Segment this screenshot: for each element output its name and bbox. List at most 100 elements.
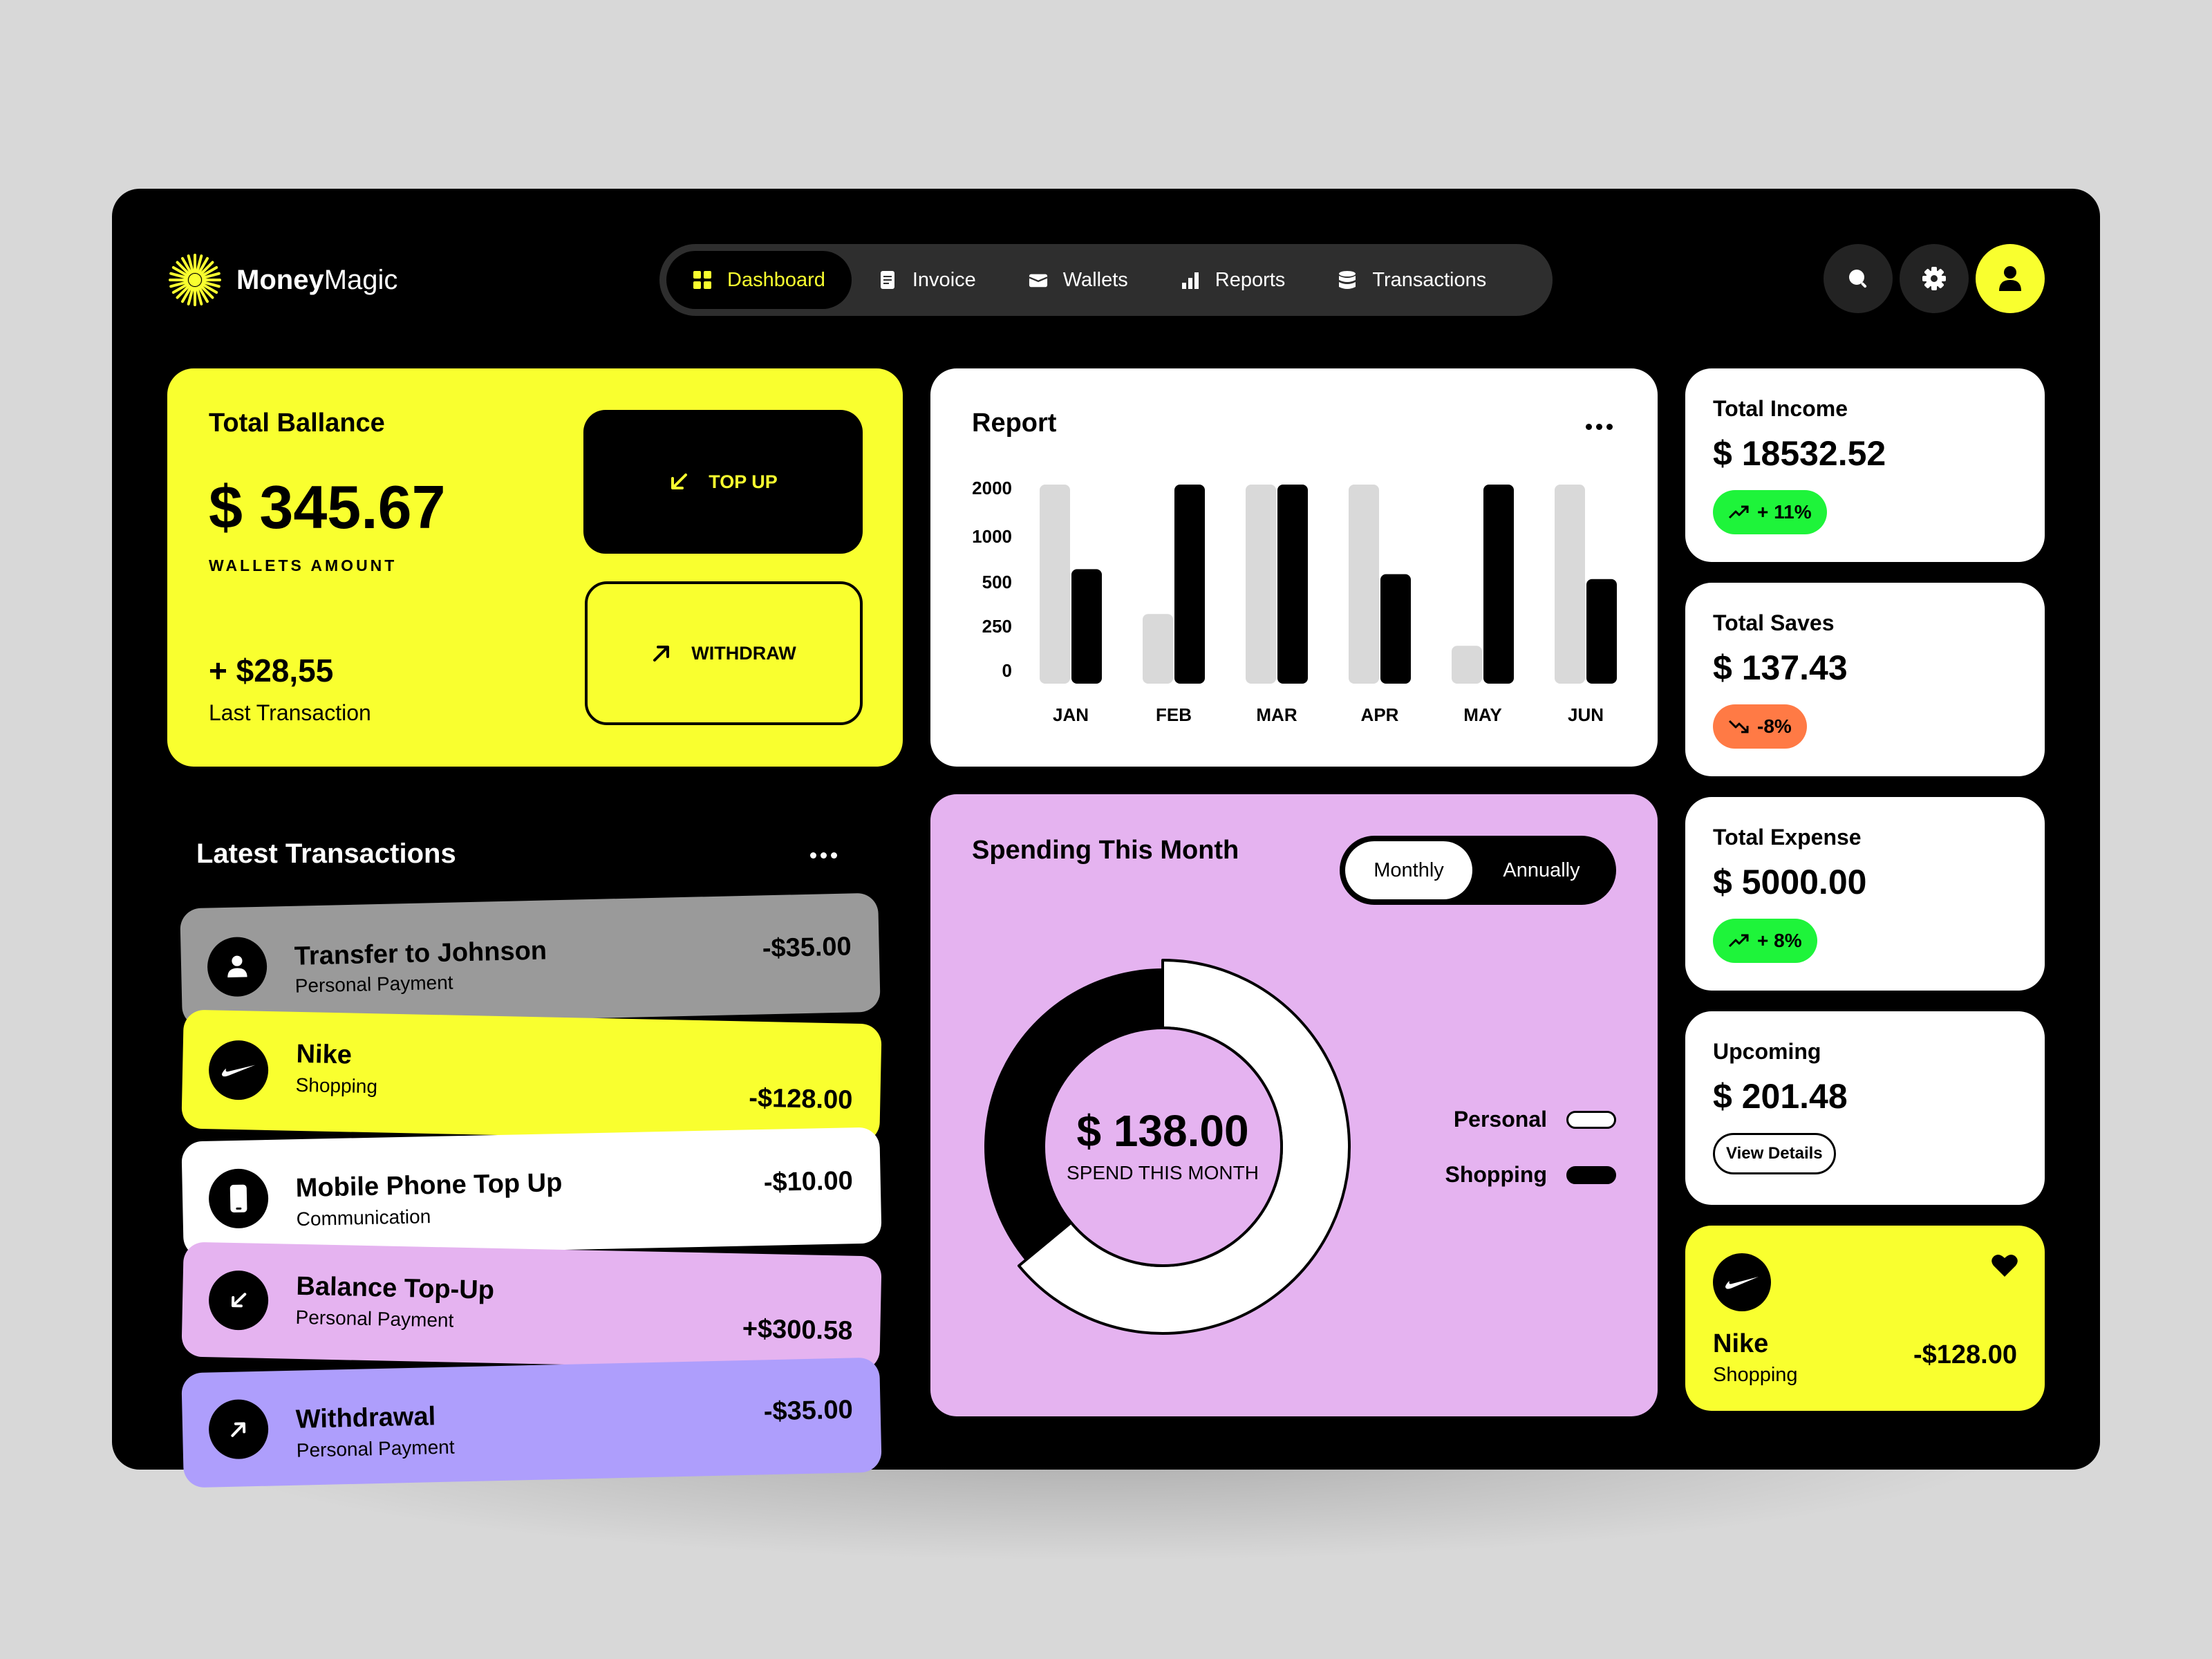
- button-label: TOP UP: [709, 471, 778, 492]
- tab-wallets[interactable]: Wallets: [1002, 251, 1154, 309]
- transaction-item-balance-top-up[interactable]: Balance Top-Up Personal Payment +$300.58: [181, 1241, 882, 1371]
- total-balance-card: Total Ballance $ 345.67 WALLETS AMOUNT +…: [167, 368, 903, 767]
- total-income-card[interactable]: Total Income $ 18532.52 + 11%: [1685, 368, 2045, 562]
- bar-jun-series-2: [1586, 579, 1617, 684]
- tab-label: Transactions: [1372, 268, 1487, 291]
- stat-value: $ 201.48: [1713, 1077, 1848, 1116]
- transaction-amount: -$128.00: [748, 1083, 853, 1115]
- total-expense-card[interactable]: Total Expense $ 5000.00 + 8%: [1685, 797, 2045, 991]
- balance-amount: $ 345.67: [209, 473, 446, 541]
- transaction-item-nike[interactable]: Nike Shopping -$128.00: [181, 1009, 882, 1143]
- document-icon: [878, 270, 897, 290]
- period-toggle: Monthly Annually: [1340, 836, 1616, 905]
- tab-dashboard[interactable]: Dashboard: [666, 251, 852, 309]
- app-logo[interactable]: MoneyMagic: [167, 252, 397, 308]
- x-tick-label: MAR: [1256, 704, 1297, 725]
- stat-label: Upcoming: [1713, 1039, 1821, 1064]
- stat-label: Total Saves: [1713, 610, 1835, 635]
- donut-segment-shopping: [984, 968, 1163, 1261]
- transaction-item-mobile-top-up[interactable]: Mobile Phone Top Up Communication -$10.0…: [181, 1127, 882, 1258]
- card-title: Report: [972, 409, 1057, 438]
- bar-jan-series-1: [1040, 485, 1070, 684]
- toggle-monthly[interactable]: Monthly: [1345, 841, 1472, 899]
- withdraw-button[interactable]: WITHDRAW: [585, 581, 863, 725]
- trend-down-icon: [1728, 720, 1749, 733]
- transaction-amount: +$300.58: [742, 1314, 853, 1346]
- y-tick-label: 0: [1002, 660, 1012, 681]
- grid-icon: [693, 270, 712, 290]
- card-title: Spending This Month: [972, 836, 1239, 865]
- transaction-name: Balance Top-Up: [296, 1271, 495, 1305]
- search-icon: [1849, 270, 1867, 288]
- merchant-amount: -$128.00: [1913, 1340, 2017, 1369]
- y-tick-label: 2000: [972, 478, 1012, 498]
- stat-value: $ 5000.00: [1713, 863, 1867, 901]
- balance-subtitle: WALLETS AMOUNT: [209, 556, 397, 574]
- trend-up-icon: [1728, 934, 1749, 948]
- bar-apr-series-1: [1349, 485, 1379, 684]
- legend-swatch-white: [1566, 1110, 1616, 1129]
- user-icon: [1999, 266, 2021, 291]
- transaction-name: Nike: [296, 1039, 353, 1070]
- x-tick-label: MAY: [1463, 704, 1501, 725]
- legend-swatch-black: [1566, 1165, 1616, 1184]
- tab-transactions[interactable]: Transactions: [1311, 251, 1512, 309]
- spending-donut-chart: [984, 959, 1351, 1335]
- bar-may-series-2: [1483, 485, 1514, 684]
- legend-label: Personal: [1453, 1107, 1547, 1132]
- more-options-icon[interactable]: [810, 852, 837, 859]
- transaction-category: Personal Payment: [294, 971, 453, 997]
- last-transaction-label: Last Transaction: [209, 700, 371, 725]
- top-up-button[interactable]: TOP UP: [583, 410, 863, 554]
- search-button[interactable]: [1824, 244, 1893, 313]
- bar-mar-series-2: [1277, 485, 1308, 684]
- main-nav: Dashboard Invoice Wallets Reports Transa…: [659, 244, 1553, 316]
- heart-icon[interactable]: [1991, 1253, 2018, 1282]
- stat-label: Total Expense: [1713, 825, 1862, 850]
- bar-apr-series-2: [1380, 574, 1411, 684]
- y-tick-label: 1000: [972, 526, 1012, 547]
- x-tick-label: JUN: [1568, 704, 1604, 725]
- bar-chart-icon: [1181, 270, 1200, 290]
- y-tick-label: 250: [982, 616, 1012, 637]
- merchant-category: Shopping: [1713, 1364, 1798, 1386]
- transaction-name: Transfer to Johnson: [294, 936, 547, 971]
- donut-hole: [1042, 1027, 1283, 1267]
- transaction-item-transfer[interactable]: Transfer to Johnson Personal Payment -$3…: [180, 892, 881, 1028]
- sunburst-logo-icon: [169, 254, 221, 306]
- change-badge: + 8%: [1713, 919, 1817, 963]
- trend-up-icon: [1728, 505, 1749, 519]
- legend-personal: Personal: [1454, 1107, 1616, 1132]
- arrow-down-left-icon: [671, 474, 688, 489]
- tab-reports[interactable]: Reports: [1154, 251, 1312, 309]
- toggle-annually[interactable]: Annually: [1503, 859, 1580, 881]
- profile-button[interactable]: [1976, 244, 2045, 313]
- tab-label: Reports: [1215, 268, 1286, 291]
- arrow-down-left-icon: [208, 1270, 269, 1331]
- view-details-button[interactable]: View Details: [1713, 1133, 1836, 1174]
- transaction-amount: -$10.00: [763, 1166, 854, 1197]
- bar-jun-series-1: [1555, 485, 1585, 684]
- gear-icon: [1922, 267, 1946, 290]
- settings-button[interactable]: [1900, 244, 1969, 313]
- total-saves-card[interactable]: Total Saves $ 137.43 -8%: [1685, 583, 2045, 776]
- button-label: WITHDRAW: [691, 642, 796, 664]
- legend-label: Shopping: [1445, 1162, 1547, 1187]
- legend-shopping: Shopping: [1445, 1162, 1616, 1188]
- transaction-item-withdrawal[interactable]: Withdrawal Personal Payment -$35.00: [181, 1357, 882, 1488]
- tab-invoice[interactable]: Invoice: [852, 251, 1002, 309]
- bar-jan-series-2: [1071, 569, 1102, 684]
- transaction-amount: -$35.00: [762, 932, 852, 964]
- user-icon: [207, 936, 268, 997]
- bar-feb-series-2: [1174, 485, 1205, 684]
- upcoming-card: Upcoming $ 201.48 View Details: [1685, 1011, 2045, 1205]
- tab-label: Invoice: [912, 268, 976, 291]
- more-options-icon[interactable]: [1586, 424, 1613, 430]
- change-badge: -8%: [1713, 704, 1807, 749]
- section-title: Latest Transactions: [196, 838, 456, 869]
- stat-label: Total Income: [1713, 396, 1848, 421]
- report-bar-chart: 2000 1000 500 250 0 JAN FEB MAR APR MAY JUN: [972, 478, 1617, 725]
- favorite-merchant-card[interactable]: Nike Shopping -$128.00: [1685, 1226, 2045, 1411]
- transaction-category: Communication: [296, 1206, 431, 1230]
- spend-label: SPEND THIS MONTH: [1067, 1162, 1259, 1183]
